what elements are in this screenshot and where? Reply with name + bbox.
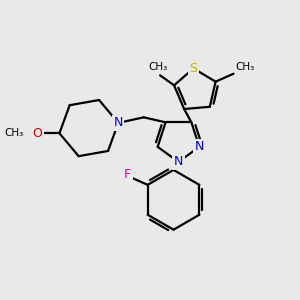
Text: N: N — [174, 155, 183, 169]
Text: CH₃: CH₃ — [4, 128, 24, 138]
Text: O: O — [33, 127, 43, 140]
Text: N: N — [114, 116, 123, 129]
Text: N: N — [195, 140, 204, 153]
Text: CH₃: CH₃ — [148, 62, 168, 72]
Text: F: F — [124, 168, 131, 182]
Text: CH₃: CH₃ — [236, 62, 255, 72]
Text: S: S — [190, 62, 197, 75]
